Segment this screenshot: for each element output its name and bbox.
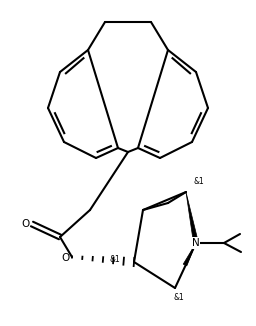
Text: &1: &1 xyxy=(174,293,185,303)
Text: &1: &1 xyxy=(194,177,205,186)
Text: O: O xyxy=(22,219,30,229)
Polygon shape xyxy=(186,192,198,244)
Text: O: O xyxy=(62,253,70,263)
Text: &1: &1 xyxy=(109,256,120,264)
Text: N: N xyxy=(192,238,200,248)
Polygon shape xyxy=(183,243,196,266)
